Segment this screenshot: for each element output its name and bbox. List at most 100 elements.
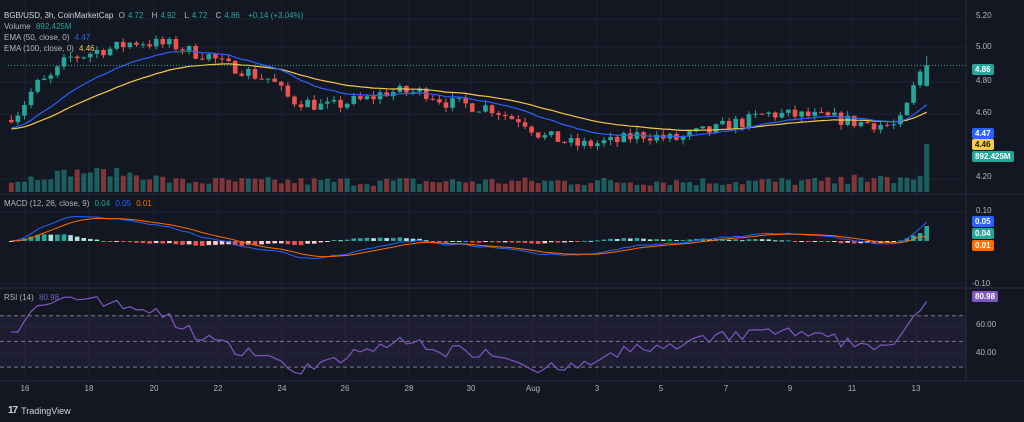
volume-bar [561, 180, 567, 192]
volume-bar [720, 184, 726, 192]
volume-bar [581, 184, 587, 192]
high-value: H 4.92 [151, 11, 177, 20]
volume-bar [555, 180, 561, 192]
macd-histogram-bar [871, 241, 877, 244]
candle-body [8, 119, 14, 123]
volume-bar [28, 176, 34, 192]
candle-body [331, 99, 337, 102]
volume-bar [311, 178, 317, 192]
candle-body [476, 111, 482, 113]
volume-bar [81, 173, 87, 192]
x-tick: 7 [723, 384, 729, 393]
macd-histogram-bar [364, 237, 370, 241]
macd-histogram-bar [911, 235, 916, 241]
volume-bar [265, 177, 271, 192]
rsi-legend[interactable]: RSI (14) 80.98 [4, 292, 62, 303]
macd-histogram-bar [660, 239, 666, 241]
candle-body [687, 131, 692, 137]
volume-bar [825, 177, 831, 192]
volume-bar [864, 181, 870, 192]
x-tick: 3 [594, 384, 600, 393]
candle-body [338, 99, 343, 108]
volume-bar [548, 180, 554, 192]
macd-histogram-bar [239, 241, 245, 246]
macd-histogram-bar [120, 241, 126, 242]
candle-body [153, 38, 159, 47]
macd-histogram-bar [246, 241, 251, 245]
volume-bar [660, 182, 666, 192]
candle-body [575, 138, 580, 146]
macd-signal-line [11, 217, 927, 258]
volume-bar [285, 179, 291, 192]
volume-bar [232, 181, 238, 192]
macd-histogram-bar [48, 234, 54, 241]
ema100-value: 4.46 [79, 44, 95, 53]
candle-body [726, 120, 732, 130]
candle-body [838, 112, 844, 125]
candle-body [469, 103, 475, 112]
candle-body [239, 73, 245, 76]
macd-histogram-bar [838, 241, 844, 244]
candle-body [35, 79, 40, 92]
macd-histogram-bar [647, 239, 653, 241]
volume-bar [739, 184, 745, 192]
candle-body [101, 49, 106, 56]
macd-histogram-bar [114, 241, 119, 242]
symbol-label[interactable]: BGB/USD, 3h, CoinMarketCap [4, 11, 114, 20]
macd-histogram-bar [35, 234, 40, 241]
candle-body [279, 81, 284, 86]
candle-body [581, 140, 587, 146]
volume-bar [8, 182, 14, 192]
candle-body [81, 57, 87, 59]
macd-histogram-bar [311, 241, 317, 244]
ema50-legend[interactable]: EMA (50, close, 0) 4.47 [4, 32, 93, 43]
candle-body [55, 66, 60, 76]
volume-bar [133, 175, 139, 192]
macd-histogram-bar [845, 241, 850, 243]
macd-histogram-bar [726, 239, 732, 241]
macd-histogram-bar [614, 238, 620, 241]
macd-histogram-bar [199, 241, 205, 246]
macd-histogram-bar [858, 241, 864, 244]
macd-histogram-bar [410, 238, 416, 241]
candle-body [206, 54, 212, 60]
rsi-label: RSI (14) [4, 293, 34, 302]
volume-bar [443, 181, 449, 192]
volume-bar [568, 184, 574, 192]
volume-bar [832, 183, 838, 192]
volume-bar [180, 178, 186, 192]
volume-bar [377, 180, 383, 192]
volume-bar [351, 185, 357, 192]
ema100-legend[interactable]: EMA (100, close, 0) 4.46 [4, 43, 98, 54]
macd-histogram-bar [654, 239, 659, 241]
macd-histogram-bar [186, 241, 192, 245]
macd-histogram-bar [733, 239, 739, 241]
candle-body [647, 138, 653, 141]
volume-bar [68, 176, 74, 192]
volume-legend[interactable]: Volume 892.425M [4, 21, 75, 32]
macd-legend[interactable]: MACD (12, 26, close, 9) 0.04 0.05 0.01 [4, 198, 155, 209]
volume-bar [318, 180, 324, 192]
macd-histogram-bar [68, 235, 73, 241]
volume-bar [878, 175, 884, 192]
price-candles [8, 35, 930, 151]
rsi-tick: 60.00 [976, 320, 997, 329]
macd-pane [8, 216, 930, 260]
ema50-label: EMA (50, close, 0) [4, 33, 70, 42]
volume-bar [410, 178, 416, 192]
candle-body [344, 103, 350, 108]
candle-body [792, 109, 798, 117]
candle-body [924, 65, 930, 87]
candle-body [463, 97, 469, 104]
candle-body [819, 111, 824, 113]
macd-histogram-bar [127, 241, 133, 243]
candle-body [252, 69, 258, 79]
candle-body [219, 58, 225, 60]
candle-body [61, 57, 67, 67]
candle-body [180, 49, 185, 51]
tradingview-footer[interactable]: 17 TradingView [8, 405, 71, 416]
macd-histogram-bar [259, 241, 264, 245]
volume-bar [515, 181, 521, 192]
volume-bar [21, 181, 27, 192]
